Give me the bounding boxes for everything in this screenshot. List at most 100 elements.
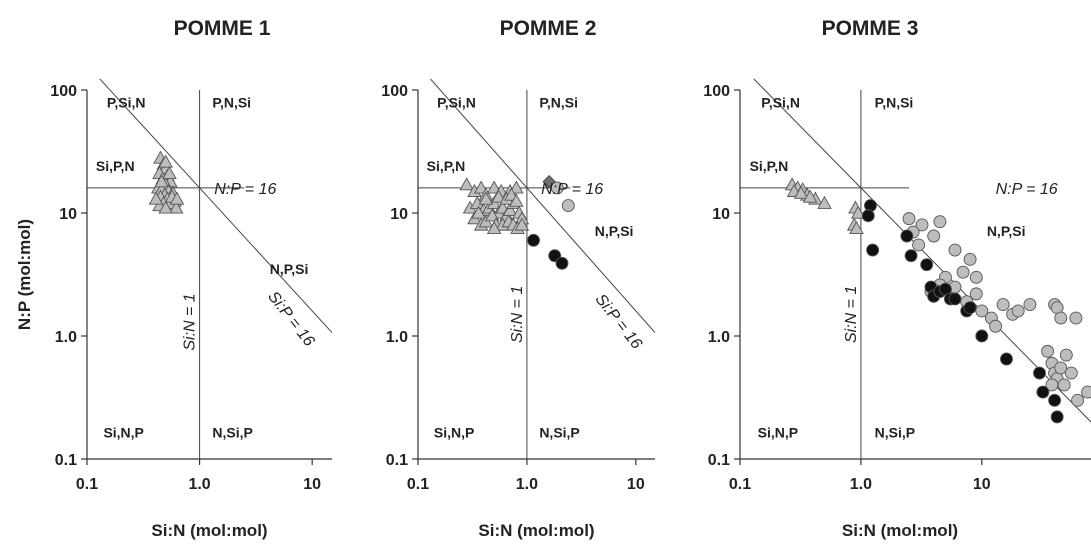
- y-tick-label: 1.0: [386, 329, 408, 346]
- x-tick-label: 10: [303, 476, 321, 493]
- region-label: N,P,Si: [270, 261, 309, 277]
- circle-point: [1000, 352, 1013, 366]
- circle-point: [963, 252, 977, 266]
- region-label: N,Si,P: [212, 424, 252, 440]
- sin1-label: Si:N = 1: [182, 293, 199, 350]
- circle-point: [1054, 361, 1068, 375]
- panel-2: [412, 78, 656, 465]
- triangle-point: [509, 193, 524, 207]
- circle-point: [1041, 344, 1055, 358]
- circle-point: [1064, 366, 1078, 380]
- circle-point: [996, 298, 1010, 312]
- np16-label: N:P = 16: [996, 181, 1058, 198]
- x-tick-label: 10: [973, 476, 991, 493]
- triangle-point: [459, 177, 474, 191]
- circle-point: [969, 287, 983, 301]
- triangle-point: [793, 185, 809, 199]
- region-label: P,Si,N: [107, 95, 146, 111]
- circle-point: [1033, 366, 1046, 380]
- circle-point: [1011, 304, 1025, 318]
- region-label: Si,P,N: [96, 158, 135, 174]
- triangle-point: [491, 189, 506, 203]
- y-tick-label: 10: [712, 206, 730, 223]
- triangle-point: [486, 220, 502, 235]
- circle-point: [861, 209, 875, 223]
- np16-label: N:P = 16: [541, 181, 603, 198]
- region-label: Si,P,N: [750, 158, 789, 174]
- circle-point: [1059, 348, 1073, 362]
- circle-point: [975, 329, 989, 343]
- region-label: P,Si,N: [437, 95, 476, 111]
- x-axis-label: Si:N (mol:mol): [478, 521, 594, 540]
- panel-title: POMME 2: [500, 17, 597, 40]
- y-tick-label: 100: [50, 83, 77, 100]
- circle-point: [912, 238, 926, 252]
- y-tick-label: 1.0: [55, 329, 77, 346]
- triangle-point: [817, 195, 832, 209]
- triangle-point: [169, 191, 185, 205]
- sip16-line: [430, 78, 656, 333]
- circle-point: [1069, 311, 1083, 325]
- circle-point: [915, 218, 929, 232]
- circle-point: [989, 319, 1003, 333]
- circle-point: [1045, 378, 1059, 392]
- x-tick-label: 0.1: [407, 476, 429, 493]
- x-tick-label: 10: [627, 476, 645, 493]
- circle-point: [561, 199, 575, 212]
- circle-point: [969, 270, 983, 284]
- region-label: N,Si,P: [875, 424, 915, 440]
- circle-point: [1081, 385, 1091, 399]
- circle-point: [1048, 393, 1062, 407]
- np16-label: N:P = 16: [214, 181, 276, 198]
- region-label: P,N,Si: [875, 95, 914, 111]
- data-points: [148, 150, 185, 214]
- circle-point: [1023, 298, 1037, 312]
- data-points: [784, 177, 1091, 424]
- y-tick-label: 100: [703, 83, 730, 100]
- triangle-point: [509, 180, 524, 194]
- region-label: P,N,Si: [539, 95, 578, 111]
- region-label: Si,P,N: [427, 158, 466, 174]
- y-tick-label: 0.1: [708, 452, 730, 469]
- y-tick-label: 10: [390, 206, 408, 223]
- region-label: N,Si,P: [539, 424, 579, 440]
- triangle-point: [158, 200, 173, 214]
- circle-point: [866, 243, 880, 257]
- panel-1: [81, 78, 333, 465]
- region-label: N,P,Si: [987, 223, 1026, 239]
- sip16-label: Si:P = 16: [264, 288, 317, 350]
- circle-point: [1036, 385, 1050, 399]
- x-axis-label: Si:N (mol:mol): [842, 521, 958, 540]
- triangle-point: [158, 154, 173, 168]
- triangle-point: [478, 191, 494, 205]
- triangle-point: [802, 189, 818, 203]
- x-axis-label: Si:N (mol:mol): [151, 521, 267, 540]
- triangle-point: [168, 200, 184, 214]
- y-axis-label: N:P (mol:mol): [15, 219, 34, 330]
- data-points: [459, 174, 575, 270]
- circle-point: [927, 229, 941, 243]
- circle-point: [904, 249, 918, 263]
- reference-lines: [418, 78, 656, 459]
- sin1-label: Si:N = 1: [509, 286, 526, 343]
- circle-point: [963, 301, 977, 315]
- circle-point: [1071, 393, 1085, 407]
- circle-point: [1054, 311, 1068, 325]
- circle-point: [956, 265, 970, 279]
- diamond-point: [542, 174, 556, 189]
- sip16-label: Si:P = 16: [592, 291, 645, 353]
- triangle-point: [502, 202, 518, 217]
- triangle-point: [473, 180, 489, 194]
- triangle-point: [484, 208, 500, 222]
- region-label: Si,N,P: [758, 424, 798, 440]
- triangle-point: [849, 220, 864, 235]
- circle-point: [933, 215, 947, 229]
- x-tick-label: 0.1: [729, 476, 751, 493]
- panel-title: POMME 1: [174, 17, 271, 40]
- circle-point: [975, 304, 989, 318]
- triangle-point: [162, 165, 177, 180]
- triangle-point: [486, 180, 502, 194]
- y-tick-label: 0.1: [386, 452, 408, 469]
- triangle-point: [514, 217, 530, 231]
